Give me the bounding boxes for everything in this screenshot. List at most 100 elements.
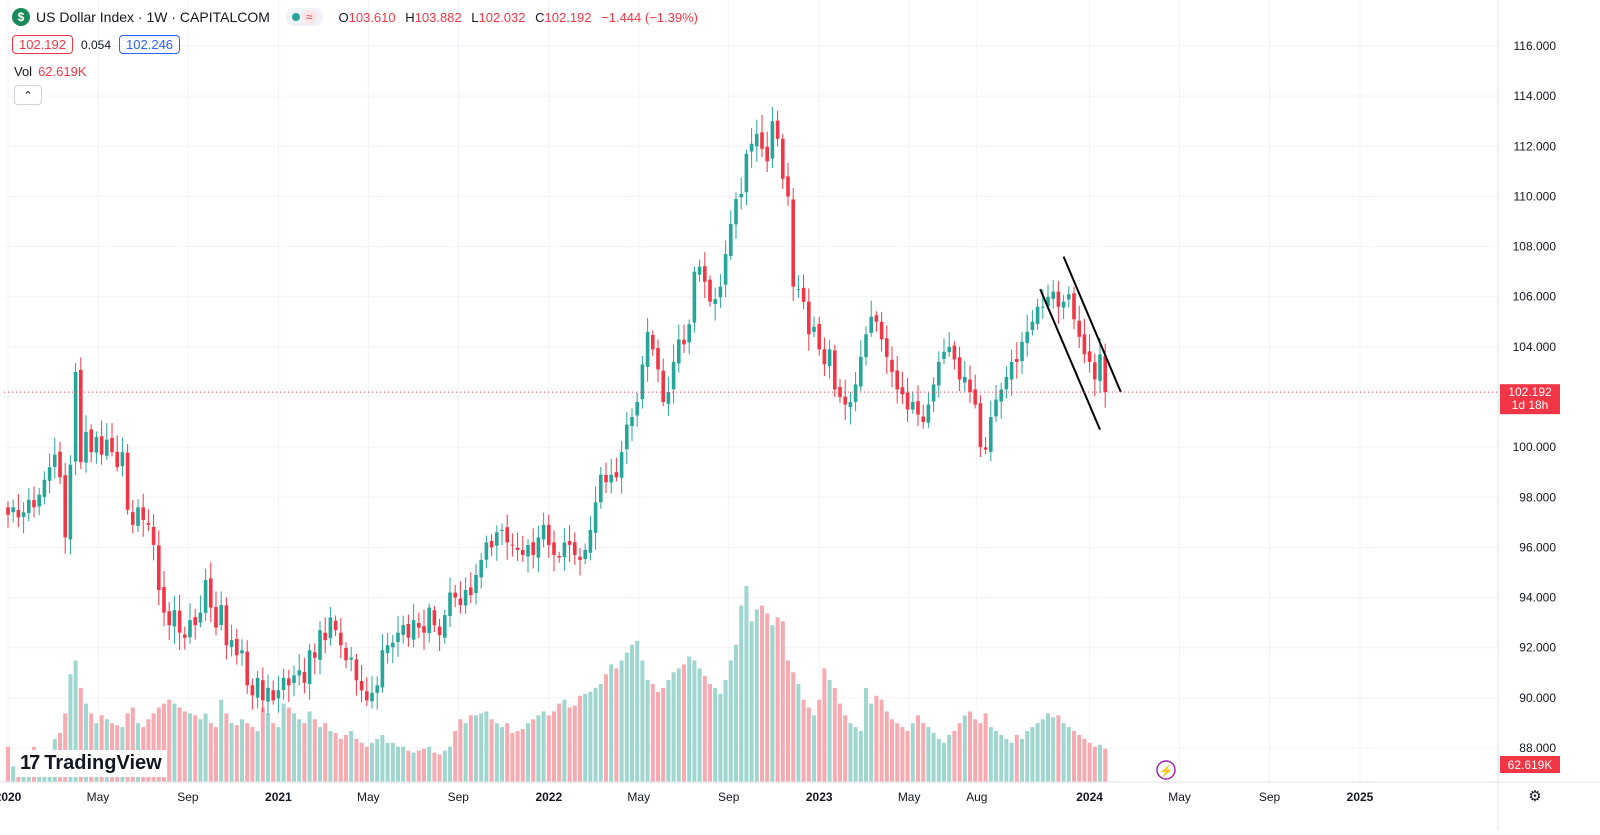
candle-body xyxy=(1051,291,1055,299)
candle-body xyxy=(1087,351,1092,362)
candle-body xyxy=(167,611,171,626)
volume-legend[interactable]: Vol 62.619K xyxy=(14,64,87,79)
volume-bar xyxy=(645,680,650,782)
candle-body xyxy=(812,326,816,332)
volume-bar xyxy=(869,703,874,782)
candle-body xyxy=(729,224,733,256)
candle-body xyxy=(708,279,712,302)
volume-bar xyxy=(328,731,333,782)
candle-body xyxy=(536,537,541,558)
candle-body xyxy=(864,334,868,358)
candle-body xyxy=(339,632,343,646)
candle-body xyxy=(999,389,1003,402)
candle-body xyxy=(661,370,665,403)
sell-button[interactable]: 102.192 xyxy=(12,35,73,54)
open-label: O xyxy=(338,9,349,25)
candle-body xyxy=(219,605,223,625)
volume-bar xyxy=(749,621,754,782)
candle-body xyxy=(879,321,884,340)
x-tick-label: May xyxy=(1168,790,1191,804)
candle-body xyxy=(807,301,811,335)
volume-bar xyxy=(926,727,931,782)
candle-body xyxy=(474,575,478,594)
candle-body xyxy=(952,345,957,360)
collapse-legend-button[interactable]: ⌃ xyxy=(14,85,42,105)
x-tick-label: May xyxy=(87,790,110,804)
volume-bar xyxy=(162,703,166,782)
candle-body xyxy=(744,153,749,193)
volume-bar xyxy=(167,699,172,782)
chevron-up-icon: ⌃ xyxy=(23,89,33,102)
candle-body xyxy=(240,650,244,654)
volume-bar xyxy=(723,680,728,782)
status-pill[interactable]: ≈ xyxy=(285,8,323,26)
volume-bar xyxy=(593,687,598,782)
volume-bar xyxy=(614,668,619,782)
candle-body xyxy=(775,120,780,139)
volume-bar xyxy=(765,613,770,782)
candle-body xyxy=(16,510,21,518)
candle-body xyxy=(796,289,801,291)
symbol-title[interactable]: US Dollar Index · 1W · CAPITALCOM xyxy=(36,9,270,25)
dollar-icon: $ xyxy=(12,8,30,26)
candle-body xyxy=(547,524,551,545)
candle-body xyxy=(677,339,681,364)
volume-bar xyxy=(682,664,686,782)
countdown-label: 1d 18h xyxy=(1512,398,1549,412)
volume-bar xyxy=(1014,734,1019,782)
volume-bar xyxy=(1082,738,1087,782)
volume-bar xyxy=(188,713,192,782)
volume-bar xyxy=(312,719,317,782)
candle-body xyxy=(203,580,208,613)
candle-body xyxy=(578,556,582,560)
tradingview-logo[interactable]: 17 TradingView xyxy=(16,750,166,777)
volume-bar xyxy=(874,695,879,782)
volume-bar xyxy=(307,711,312,782)
candle-body xyxy=(645,331,650,367)
candle-body xyxy=(458,598,463,606)
y-tick-label: 98.000 xyxy=(1519,490,1556,504)
candle-body xyxy=(281,677,286,690)
candle-body xyxy=(6,507,10,515)
candle-body xyxy=(770,121,775,159)
volume-label: Vol xyxy=(14,64,33,79)
candle-body xyxy=(323,632,327,641)
volume-bar xyxy=(609,664,614,782)
volume-bar xyxy=(68,674,73,782)
lightning-icon[interactable] xyxy=(1156,760,1176,780)
candle-body xyxy=(890,359,894,372)
volume-bar xyxy=(567,707,572,782)
candle-body xyxy=(687,324,691,343)
volume-bar xyxy=(536,715,541,782)
candle-body xyxy=(1082,334,1087,355)
candle-body xyxy=(1103,356,1107,392)
volume-bar xyxy=(858,731,863,782)
buy-button[interactable]: 102.246 xyxy=(119,35,181,54)
volume-bar xyxy=(900,727,905,782)
volume-bar xyxy=(817,699,822,782)
volume-bar xyxy=(177,707,182,782)
candle-body xyxy=(515,547,520,550)
volume-bar xyxy=(349,731,354,782)
candle-body xyxy=(365,691,369,701)
candle-body xyxy=(21,512,26,517)
volume-bar xyxy=(827,680,832,782)
volume-bar xyxy=(427,746,432,782)
candle-body xyxy=(359,681,364,691)
volume-bar xyxy=(193,715,198,782)
change-value: −1.444 (−1.39%) xyxy=(601,9,698,25)
volume-bar xyxy=(219,699,224,782)
candle-body xyxy=(963,376,967,383)
volume-bar xyxy=(1092,746,1097,782)
settings-gear-icon[interactable]: ⚙ xyxy=(1528,788,1541,805)
last-price-label-bg xyxy=(1500,384,1560,415)
volume-bar xyxy=(916,715,920,782)
volume-bar xyxy=(578,695,582,782)
volume-bar xyxy=(832,687,837,782)
candle-body xyxy=(73,371,78,462)
volume-bar xyxy=(281,703,286,782)
candle-body xyxy=(1077,320,1081,337)
candle-body xyxy=(214,606,218,628)
